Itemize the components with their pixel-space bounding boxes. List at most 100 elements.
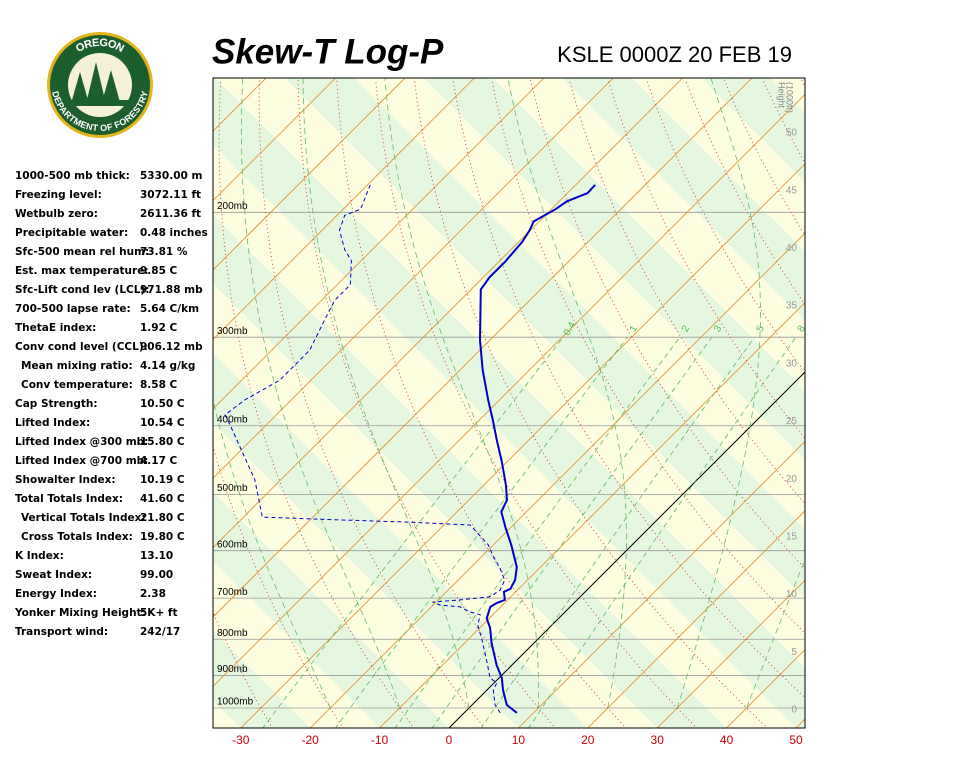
plot-area: 0.4 1 2 3 5 8 bbox=[213, 78, 960, 729]
index-value: 5.64 C/km bbox=[140, 303, 199, 315]
index-value: 19.80 C bbox=[140, 531, 185, 543]
logo: OREGON DEPARTMENT OF FORESTRY bbox=[47, 32, 153, 138]
isotherm bbox=[587, 510, 805, 728]
index-label: 700-500 lapse rate: bbox=[15, 303, 131, 315]
index-label: Energy Index: bbox=[15, 588, 97, 600]
height-label: 50 bbox=[786, 128, 798, 139]
moist-adiabat bbox=[746, 558, 805, 709]
index-label: K Index: bbox=[15, 550, 64, 562]
index-label: Yonker Mixing Height: bbox=[14, 607, 146, 619]
temp-band bbox=[213, 78, 805, 728]
pressure-label: 600mb bbox=[217, 539, 248, 550]
x-tick-label: 0 bbox=[446, 733, 453, 747]
index-value: 3072.11 ft bbox=[140, 189, 201, 201]
temp-band bbox=[909, 78, 960, 728]
index-label: ThetaE index: bbox=[15, 322, 96, 334]
index-label: Cross Totals Index: bbox=[21, 531, 133, 543]
index-value: 5330.00 m bbox=[140, 170, 202, 182]
index-value: 971.88 mb bbox=[140, 284, 203, 296]
moist-adiabat bbox=[213, 398, 331, 709]
mixing-ratio-line bbox=[431, 336, 713, 728]
dry-adiabat bbox=[879, 80, 960, 729]
index-value: 13.10 bbox=[140, 550, 173, 562]
isotherm bbox=[448, 371, 805, 728]
isotherm bbox=[213, 78, 545, 410]
index-label: Wetbulb zero: bbox=[15, 208, 98, 220]
height-label: 5 bbox=[791, 647, 797, 658]
isotherm bbox=[213, 78, 683, 549]
isotherm bbox=[213, 78, 475, 340]
index-label: Conv temperature: bbox=[21, 379, 133, 391]
index-label: Sfc-Lift cond lev (LCL): bbox=[15, 284, 149, 296]
title: Skew-T Log-P bbox=[212, 32, 444, 71]
pressure-label: 800mb bbox=[217, 628, 248, 639]
index-label: Freezing level: bbox=[15, 189, 102, 201]
height-label: 35 bbox=[786, 301, 798, 312]
index-label: Sfc-500 mean rel hum: bbox=[15, 246, 149, 258]
x-tick-label: 40 bbox=[720, 733, 734, 747]
mixing-ratio-line bbox=[334, 336, 628, 728]
temp-band bbox=[562, 78, 805, 321]
index-label: Cap Strength: bbox=[15, 398, 98, 410]
temp-band bbox=[840, 78, 960, 728]
height-label: 25 bbox=[786, 416, 798, 427]
index-value: 10.19 C bbox=[140, 474, 185, 486]
isotherm bbox=[213, 78, 406, 271]
isotherm bbox=[309, 232, 805, 728]
index-value: 906.12 mb bbox=[140, 341, 203, 353]
height-unit: (1000ft) bbox=[785, 82, 795, 113]
index-value: 99.00 bbox=[140, 569, 173, 581]
mixing-ratio-line bbox=[528, 336, 797, 728]
mixing-ratio-label: 3 bbox=[712, 323, 725, 334]
index-value: 5K+ ft bbox=[140, 607, 177, 619]
index-label: Showalter Index: bbox=[15, 474, 116, 486]
logo-top: OREGON bbox=[74, 37, 126, 55]
index-label: Lifted Index @700 mb: bbox=[15, 455, 148, 467]
index-label: Mean mixing ratio: bbox=[21, 360, 133, 372]
index-label: Vertical Totals Index: bbox=[21, 512, 146, 524]
index-value: 41.60 C bbox=[140, 493, 185, 505]
moist-adiabat bbox=[676, 78, 761, 709]
temp-band bbox=[631, 78, 805, 252]
pressure-label: 500mb bbox=[217, 483, 248, 494]
height-label: 0 bbox=[791, 705, 797, 716]
x-tick-label: -20 bbox=[302, 733, 320, 747]
index-label: Precipitable water: bbox=[15, 227, 128, 239]
pressure-label: 1000mb bbox=[217, 697, 254, 708]
height-label: 45 bbox=[786, 185, 798, 196]
mixing-ratio-label: 8 bbox=[796, 323, 809, 334]
indices: 1000-500 mb thick: 5330.00 m Freezing leve… bbox=[14, 170, 208, 638]
mixing-ratio-label: 1 bbox=[628, 323, 641, 334]
index-value: 4.14 g/kg bbox=[140, 360, 195, 372]
moist-adiabat bbox=[241, 78, 400, 709]
pressure-label: 700mb bbox=[217, 587, 248, 598]
mixing-ratio-line bbox=[394, 336, 681, 728]
temp-band bbox=[770, 78, 805, 113]
dry-adiabat bbox=[840, 80, 960, 729]
dewpoint-trace bbox=[224, 184, 506, 714]
height-label: 30 bbox=[786, 358, 798, 369]
axes: 200mb 300mb 400mb 500mb 600mb 700mb 800mb 900mb… bbox=[217, 82, 803, 747]
isotherm bbox=[935, 78, 960, 728]
index-value: 0.48 inches bbox=[140, 227, 208, 239]
isotherm bbox=[213, 78, 753, 618]
isotherm bbox=[213, 78, 336, 202]
index-value: 8.58 C bbox=[140, 379, 178, 391]
isotherm bbox=[213, 93, 805, 687]
height-label: 20 bbox=[786, 474, 798, 485]
mixing-ratio-line bbox=[262, 336, 564, 728]
dry-adiabat bbox=[375, 79, 698, 728]
index-value: 1.92 C bbox=[140, 322, 178, 334]
mixing-ratio-line bbox=[480, 336, 755, 728]
index-value: 2611.36 ft bbox=[140, 208, 201, 220]
index-value: 15.80 C bbox=[140, 436, 185, 448]
dry-adiabat bbox=[801, 79, 805, 88]
plot-frame bbox=[212, 77, 806, 729]
temp-band bbox=[354, 78, 805, 529]
temp-band bbox=[701, 78, 805, 182]
index-label: Transport wind: bbox=[15, 626, 108, 638]
height-label: 10 bbox=[786, 589, 798, 600]
temperature-trace bbox=[478, 184, 596, 714]
temp-band bbox=[284, 78, 805, 599]
